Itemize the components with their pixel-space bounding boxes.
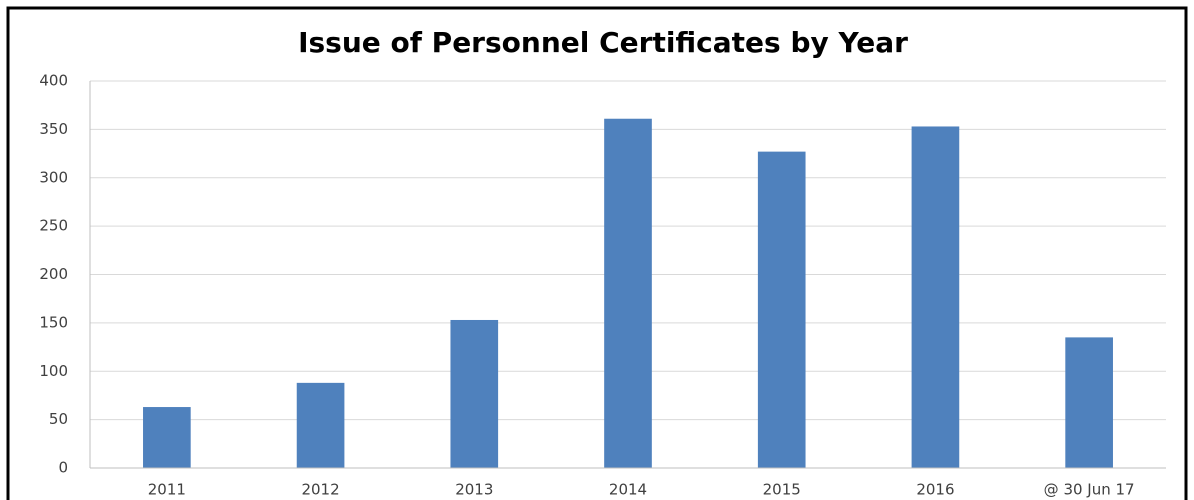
y-tick-label: 200	[39, 265, 68, 283]
y-tick-label: 0	[58, 459, 68, 477]
x-tick-label: 2014	[609, 481, 647, 499]
chart-title: Issue of Personnel Certificates by Year	[298, 26, 908, 59]
bar	[911, 126, 960, 468]
x-tick-label: 2013	[455, 481, 493, 499]
bar	[143, 407, 191, 468]
y-tick-label: 50	[49, 410, 68, 428]
x-tick-label: 2016	[916, 481, 954, 499]
chart-frame	[6, 6, 1188, 500]
x-tick-label: 2015	[763, 481, 801, 499]
bar	[1065, 337, 1113, 468]
bar	[450, 319, 499, 468]
y-tick-label: 350	[39, 120, 68, 138]
y-tick-label: 400	[39, 72, 68, 90]
y-tick-label: 100	[39, 362, 68, 380]
bar	[757, 151, 806, 468]
x-tick-label: 2011	[148, 481, 186, 499]
bar	[604, 118, 652, 469]
x-tick-label: @ 30 Jun 17	[1044, 481, 1135, 499]
bar	[296, 382, 345, 468]
y-tick-label: 250	[39, 217, 68, 235]
y-tick-label: 300	[39, 168, 68, 186]
y-tick-label: 150	[39, 313, 68, 331]
x-tick-label: 2012	[301, 481, 339, 499]
